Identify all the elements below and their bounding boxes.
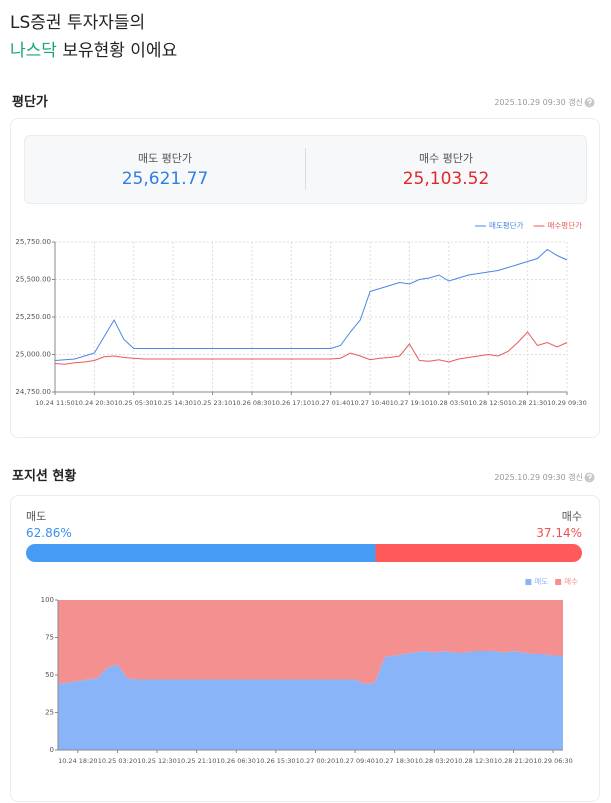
y-tick-label: 25,500.00	[15, 276, 51, 284]
legend-label: 매도평단가	[489, 220, 524, 230]
x-tick-label: 10.27 10:40	[350, 399, 389, 407]
updated-time: 2025.10.29 09:30 갱신	[494, 98, 583, 107]
buy-bar	[375, 544, 582, 562]
x-tick-label: 10.25 05:30	[114, 399, 153, 407]
sell-price-label: 매도 평단가	[137, 152, 193, 165]
sell-label: 매도	[26, 510, 47, 523]
updated-time: 2025.10.29 09:30 갱신	[494, 473, 583, 482]
x-tick-label: 10.26 17:10	[272, 399, 311, 407]
section-title: 포지션 현황	[12, 469, 77, 484]
x-tick-label: 10.26 06:30	[217, 757, 256, 765]
x-tick-label: 10.27 09:40	[335, 757, 374, 765]
y-tick-label: 25,250.00	[15, 313, 51, 321]
x-tick-label: 10.25 21:10	[177, 757, 216, 765]
x-tick-label: 10.25 03:20	[98, 757, 137, 765]
x-tick-label: 10.28 03:20	[415, 757, 454, 765]
x-tick-label: 10.28 21:20	[494, 757, 533, 765]
header-highlight: 나스닥	[10, 41, 57, 61]
area-series	[58, 651, 563, 750]
x-tick-label: 10.28 12:30	[454, 757, 493, 765]
x-tick-label: 10.26 08:30	[232, 399, 271, 407]
legend-label: 매수	[564, 577, 578, 586]
x-tick-label: 10.28 12:50	[469, 399, 508, 407]
header-line1: LS증권 투자자들의	[10, 13, 146, 33]
x-tick-label: 10.24 20:30	[75, 399, 114, 407]
header-rest: 보유현황 이에요	[56, 41, 178, 61]
x-tick-label: 10.26 15:30	[256, 757, 295, 765]
sell-percent: 62.86%	[26, 526, 72, 540]
sell-price-value: 25,621.77	[121, 169, 209, 189]
x-tick-label: 10.25 14:30	[153, 399, 192, 407]
y-tick-label: 24,750.00	[15, 388, 51, 396]
y-tick-label: 50	[45, 671, 54, 679]
x-tick-label: 10.27 00:20	[296, 757, 335, 765]
x-tick-label: 10.25 23:10	[193, 399, 232, 407]
x-tick-label: 10.27 18:30	[375, 757, 414, 765]
help-icon[interactable]	[584, 472, 595, 483]
line-series	[54, 248, 568, 361]
ratio-group	[26, 544, 582, 562]
x-tick-label: 10.28 21:30	[508, 399, 547, 407]
buy-percent: 37.14%	[536, 526, 582, 540]
y-tick-label: 25,000.00	[15, 351, 51, 359]
x-tick-label: 10.27 19:10	[390, 399, 429, 407]
y-tick-label: 75	[45, 634, 54, 642]
x-tick-label: 10.27 01:40	[311, 399, 350, 407]
y-tick-label: 0	[50, 746, 54, 754]
x-tick-label: 10.24 18:20	[58, 757, 97, 765]
ratio-bar	[26, 544, 582, 562]
legend-swatch	[555, 579, 562, 585]
section-title: 평단가	[12, 95, 48, 110]
buy-label: 매수	[561, 510, 582, 523]
y-tick-label: 25,750.00	[15, 238, 51, 246]
x-tick-label: 10.24 11:50	[35, 399, 74, 407]
area-series	[58, 600, 563, 684]
help-icon[interactable]	[584, 97, 595, 108]
legend-swatch	[525, 579, 532, 585]
position-chart: 0 25 50 75 100 10.24 18:20 10.25 03:20 10.25 12…	[41, 577, 578, 765]
sell-bar	[26, 544, 376, 562]
x-tick-label: 10.29 09:30	[547, 399, 586, 407]
header-line2: 나스닥 보유현황 이에요	[10, 36, 177, 61]
avg-price-chart: 24,750.00 25,000.00 25,250.00 25,500.00 25,7…	[15, 220, 586, 407]
buy-price-value: 25,103.52	[402, 169, 490, 189]
x-tick-label: 10.28 03:50	[429, 399, 468, 407]
y-tick-label: 25	[45, 709, 54, 717]
divider	[305, 148, 306, 190]
x-tick-label: 10.29 06:30	[533, 757, 572, 765]
y-tick-label: 100	[41, 596, 54, 604]
buy-price-label: 매수 평단가	[418, 152, 474, 165]
legend-label: 매도	[534, 577, 548, 586]
line-series	[54, 331, 568, 365]
x-tick-label: 10.25 12:30	[137, 757, 176, 765]
legend-label: 매수평단가	[548, 220, 583, 230]
price-box: 매도 평단가 25,621.77 매수 평단가 25,103.52	[24, 135, 587, 204]
